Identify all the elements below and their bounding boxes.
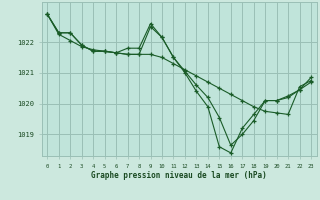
- X-axis label: Graphe pression niveau de la mer (hPa): Graphe pression niveau de la mer (hPa): [91, 171, 267, 180]
